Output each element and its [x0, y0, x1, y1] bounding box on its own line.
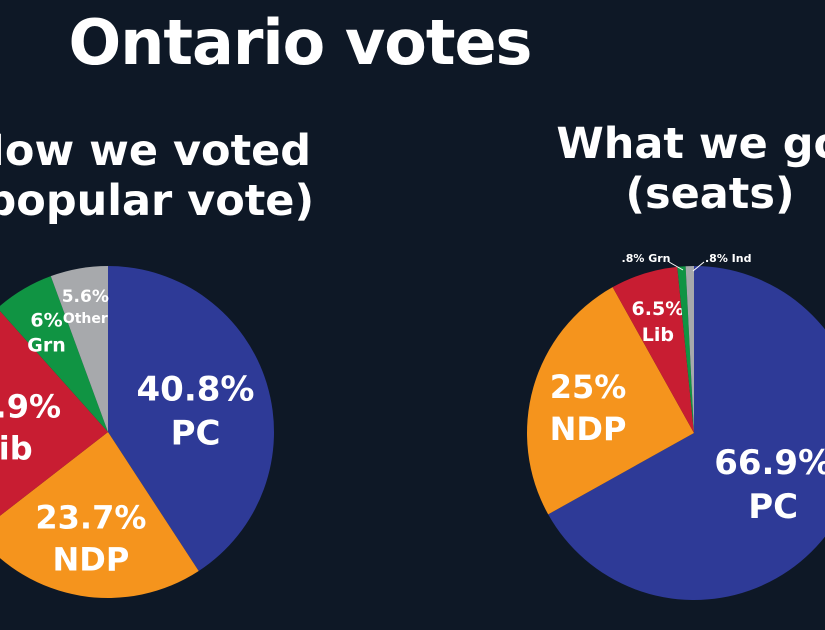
seats-title-line-1: What we got: [556, 119, 825, 169]
popular-vote-pc-value-label: 40.8%: [137, 370, 255, 410]
popular-vote-pc-category-label: PC: [171, 414, 221, 454]
seats-lib-value-label: 6.5%: [632, 298, 685, 320]
popular-vote-lib-slice: [0, 311, 108, 516]
popular-vote-chart-title: How we voted (popular vote): [0, 126, 360, 226]
popular-vote-ndp-slice: [0, 432, 199, 598]
seats-grn-label: .8% Grn: [622, 252, 671, 265]
popular-vote-lib-category-label: Lib: [0, 430, 33, 468]
seats-grn-leader-line: [668, 261, 684, 271]
popular-vote-grn-category-label: Grn: [27, 335, 66, 357]
seats-ind-leader-line: [692, 261, 705, 272]
seats-pc-value-label: 66.9%: [714, 443, 825, 483]
seats-grn-slice: [677, 266, 694, 433]
seats-ndp-value-label: 25%: [550, 368, 627, 406]
seats-ndp-slice: [527, 287, 694, 515]
seats-title-line-2: (seats): [625, 169, 795, 219]
popular-vote-grn-slice: [0, 276, 108, 432]
seats-chart-title: What we got (seats): [545, 119, 825, 219]
seats-pc-slice: [548, 266, 825, 600]
seats-lib-category-label: Lib: [642, 324, 674, 346]
popular-vote-pc-slice: [108, 266, 274, 572]
popular-vote-ndp-category-label: NDP: [53, 541, 130, 579]
popular-vote-other-slice: [50, 266, 108, 432]
popular-vote-pie: 40.8%PC 23.7% NDP 23.9% Lib 6% Grn 5.6% Other: [0, 266, 274, 598]
page-title: Ontario votes: [68, 6, 533, 79]
popular-vote-title-line-1: How we voted: [0, 126, 312, 176]
popular-vote-title-line-2: (popular vote): [0, 176, 315, 226]
popular-vote-other-value-label: 5.6%: [62, 287, 109, 307]
seats-ind-slice: [685, 266, 694, 433]
seats-pc-category-label: PC: [748, 487, 798, 527]
popular-vote-ndp-value-label: 23.7%: [35, 499, 146, 537]
seats-ndp-category-label: NDP: [550, 410, 627, 448]
popular-vote-other-category-label: Other: [63, 311, 108, 327]
seats-ind-label: .8% Ind: [705, 252, 751, 265]
seats-pie: 66.9%PC 25% NDP 6.5% Lib .8% Grn .8% Ind: [527, 252, 825, 600]
popular-vote-grn-value-label: 6%: [30, 310, 62, 332]
seats-lib-slice: [612, 266, 694, 433]
popular-vote-lib-value-label: 23.9%: [0, 388, 61, 426]
